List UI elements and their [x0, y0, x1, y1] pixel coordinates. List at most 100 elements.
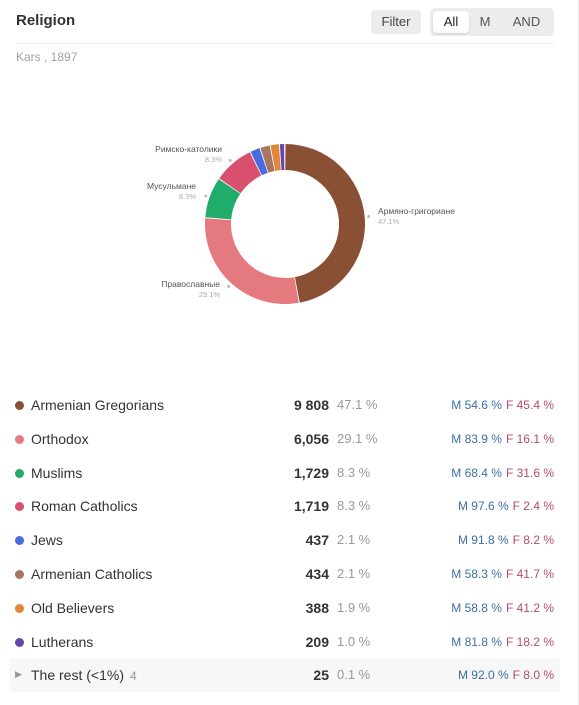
- table-row[interactable]: Lutherans 209 1.0 % M 81.8 % F 18.2 %: [10, 625, 560, 659]
- female-percent: F 2.4 %: [512, 499, 554, 514]
- male-percent: M 83.9 %: [451, 431, 502, 446]
- female-percent: F 41.7 %: [505, 566, 554, 581]
- legend-dot: [15, 536, 24, 546]
- slice-label: Армяно-григориане: [378, 206, 455, 216]
- religion-count: 209: [305, 633, 329, 650]
- label-connector-dot: [227, 284, 231, 288]
- male-percent: M 58.8 %: [451, 600, 502, 615]
- male-percent: M 97.6 %: [457, 499, 509, 514]
- segment-and[interactable]: AND: [512, 14, 541, 29]
- rest-group-count: 4: [129, 669, 137, 684]
- religion-name: Old Believers: [31, 599, 115, 616]
- legend-dot: [15, 637, 24, 647]
- sex-segmented-control: All M AND: [430, 8, 554, 36]
- segment-m[interactable]: M: [479, 14, 491, 29]
- table-row[interactable]: Jews 437 2.1 % M 91.8 % F 8.2 %: [10, 523, 560, 557]
- legend-dot: [15, 468, 24, 478]
- donut-slice[interactable]: [260, 145, 275, 173]
- expand-triangle-icon[interactable]: ▶: [15, 669, 22, 680]
- table-row[interactable]: Armenian Catholics 434 2.1 % M 58.3 % F 41.7…: [10, 557, 560, 591]
- table-row[interactable]: Old Believers 388 1.9 % M 58.8 % F 41.2 %: [10, 591, 560, 625]
- label-connector-dot: [367, 214, 371, 218]
- donut-slice[interactable]: [205, 179, 241, 220]
- religion-percent: 8.3 %: [337, 498, 371, 514]
- donut-slice[interactable]: [219, 152, 262, 194]
- slice-percent-label: 29.1%: [199, 290, 221, 299]
- place-year-subtitle: Kars , 1897: [16, 50, 78, 64]
- male-percent: M 54.6 %: [451, 398, 502, 412]
- religion-percent: 0.1 %: [337, 667, 371, 683]
- male-percent: M 58.3 %: [451, 566, 502, 581]
- slice-percent-label: 8.3%: [179, 192, 196, 201]
- filter-button[interactable]: Filter: [371, 10, 421, 34]
- sex-ratio: M 54.6 % F 45.4 %: [451, 398, 554, 412]
- religion-percent: 29.1 %: [337, 430, 378, 446]
- donut-slice[interactable]: [270, 144, 281, 171]
- religion-percent: 2.1 %: [337, 565, 371, 581]
- religion-count: 6,056: [293, 430, 329, 447]
- legend-dot: [15, 603, 24, 613]
- female-percent: F 31.6 %: [505, 465, 554, 480]
- religion-percent: 1.9 %: [337, 599, 371, 615]
- table-row[interactable]: Roman Catholics 1,719 8.3 % M 97.6 % F 2.4 %: [10, 489, 560, 523]
- female-percent: F 45.4 %: [505, 398, 554, 412]
- label-connector-dot: [204, 194, 208, 198]
- donut-slice[interactable]: [250, 148, 268, 176]
- donut-slice[interactable]: [279, 144, 285, 171]
- legend-dot: [15, 569, 24, 579]
- donut-slice[interactable]: [284, 144, 285, 171]
- table-row[interactable]: Muslims 1,729 8.3 % M 68.4 % F 31.6 %: [10, 456, 560, 490]
- male-percent: M 91.8 %: [457, 533, 509, 548]
- religion-donut-chart: Армяно-григориане 47.1% Православные 29.1% М…: [0, 90, 579, 370]
- religion-name: Orthodox: [31, 430, 89, 447]
- sex-ratio: M 58.8 % F 41.2 %: [451, 601, 554, 615]
- sex-ratio: M 92.0 % F 8.0 %: [458, 668, 554, 682]
- male-percent: M 68.4 %: [451, 465, 502, 480]
- female-percent: F 18.2 %: [505, 634, 554, 649]
- header-divider: [16, 43, 554, 44]
- religion-count: 9 808: [293, 397, 329, 413]
- slice-percent-label: 8.3%: [205, 155, 222, 164]
- legend-dot: [15, 502, 24, 512]
- segment-all[interactable]: All: [433, 11, 469, 33]
- donut-slice[interactable]: [285, 144, 366, 303]
- religion-percent: 8.3 %: [337, 464, 371, 480]
- religion-count: 1,719: [293, 498, 329, 515]
- religion-count: 434: [305, 565, 329, 582]
- label-connector-dot: [228, 158, 232, 162]
- legend-dot: [15, 434, 24, 444]
- religion-count: 25: [313, 667, 329, 684]
- slice-label: Мусульмане: [147, 181, 196, 191]
- slice-percent-label: 47.1%: [378, 217, 400, 226]
- religion-percent: 47.1 %: [337, 397, 378, 412]
- religion-count: 437: [305, 532, 329, 549]
- religion-name: Armenian Catholics: [31, 565, 153, 582]
- sex-ratio: M 91.8 % F 8.2 %: [458, 533, 554, 547]
- religion-name: Jews: [31, 532, 63, 549]
- sex-ratio: M 81.8 % F 18.2 %: [451, 635, 554, 649]
- table-row-rest[interactable]: ▶ The rest (<1%) 4 25 0.1 % M 92.0 % F 8.0 %: [10, 658, 560, 693]
- religion-name: Roman Catholics: [31, 498, 138, 515]
- religion-count: 1,729: [293, 464, 329, 481]
- male-percent: M 81.8 %: [451, 634, 502, 649]
- sex-ratio: M 58.3 % F 41.7 %: [451, 567, 554, 581]
- religion-count: 388: [305, 599, 329, 616]
- male-percent: M 92.0 %: [457, 668, 509, 683]
- panel-title: Religion: [16, 12, 76, 29]
- sex-ratio: M 68.4 % F 31.6 %: [451, 466, 554, 480]
- religion-percent: 1.0 %: [337, 633, 371, 649]
- religion-name: Muslims: [31, 464, 83, 481]
- sex-ratio: M 97.6 % F 2.4 %: [458, 499, 554, 513]
- slice-label: Православные: [161, 279, 220, 289]
- table-row[interactable]: Armenian Gregorians 9 808 47.1 % M 54.6 % F …: [10, 388, 560, 422]
- religion-name: The rest (<1%) 4: [31, 667, 137, 684]
- religion-percent: 2.1 %: [337, 532, 371, 548]
- religion-name: Lutherans: [31, 633, 94, 650]
- donut-slice[interactable]: [205, 218, 299, 304]
- female-percent: F 8.2 %: [512, 533, 554, 548]
- table-row[interactable]: Orthodox 6,056 29.1 % M 83.9 % F 16.1 %: [10, 422, 560, 456]
- female-percent: F 16.1 %: [505, 431, 554, 446]
- panel-header: Religion Filter All M AND: [16, 8, 554, 42]
- religion-name: Armenian Gregorians: [31, 397, 165, 413]
